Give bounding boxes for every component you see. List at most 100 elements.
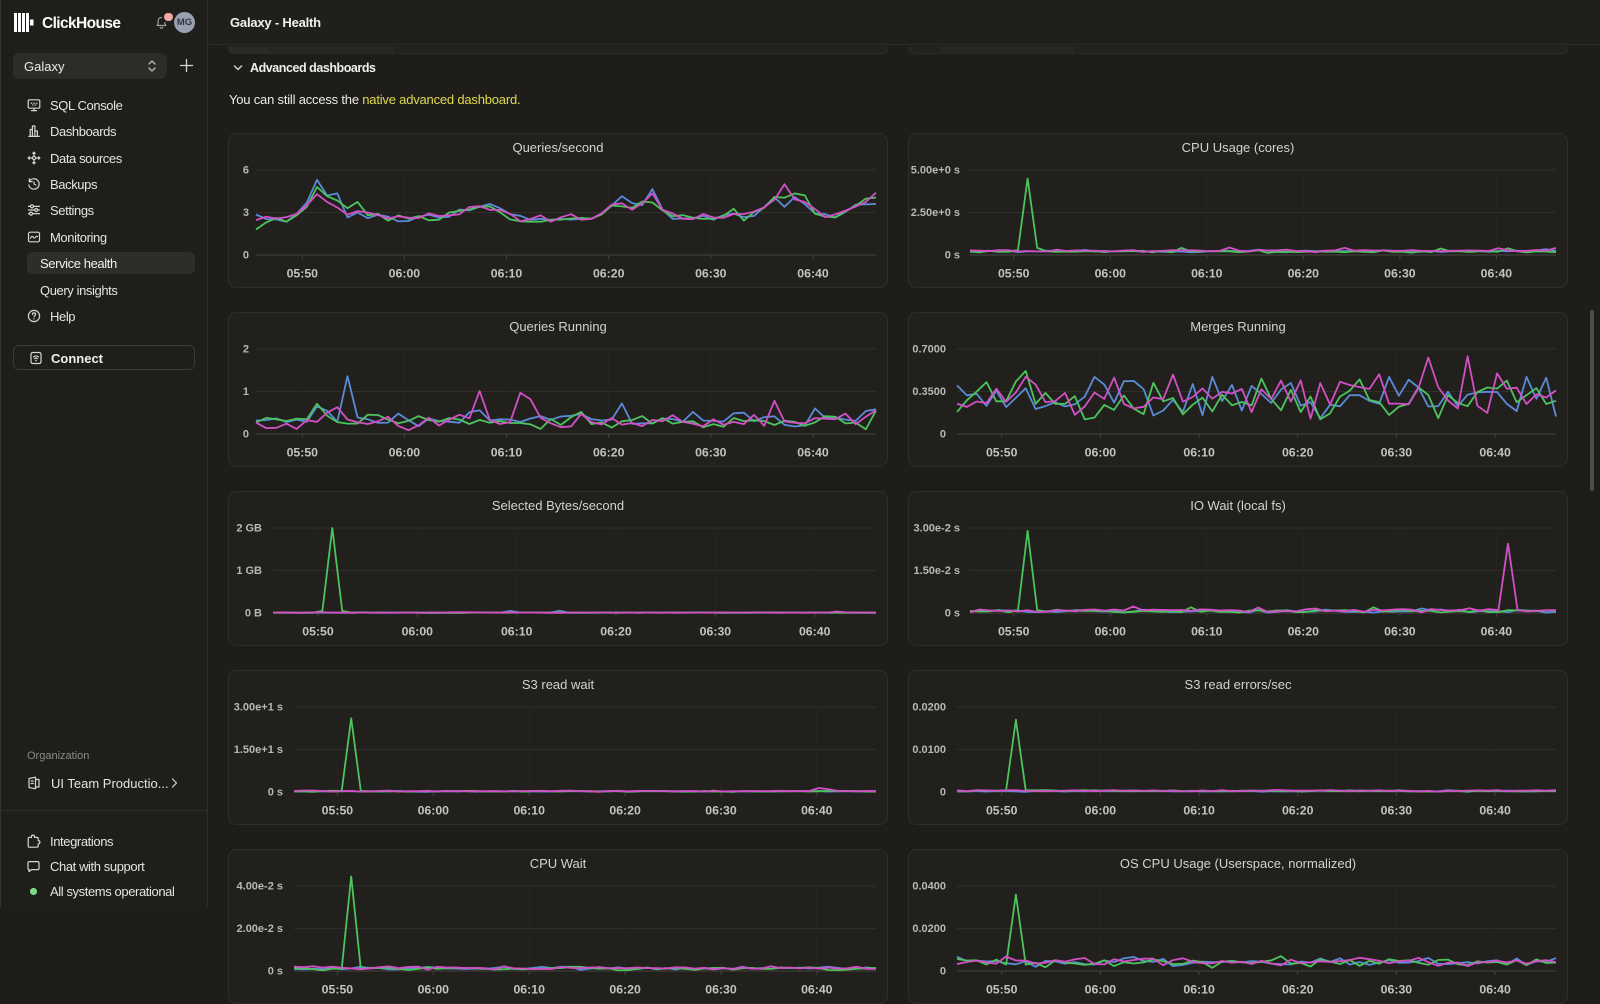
svg-text:06:20: 06:20 bbox=[1282, 983, 1314, 997]
svg-text:06:30: 06:30 bbox=[1381, 446, 1413, 460]
svg-text:06:00: 06:00 bbox=[1085, 446, 1117, 460]
svg-text:2: 2 bbox=[243, 344, 249, 356]
svg-text:0.7000: 0.7000 bbox=[912, 344, 946, 356]
svg-text:06:00: 06:00 bbox=[418, 804, 450, 818]
svg-text:06:30: 06:30 bbox=[1384, 267, 1416, 281]
svg-text:0 B: 0 B bbox=[245, 608, 262, 620]
svg-text:06:40: 06:40 bbox=[801, 804, 833, 818]
svg-text:06:20: 06:20 bbox=[609, 804, 641, 818]
svg-text:0.0200: 0.0200 bbox=[912, 923, 946, 935]
svg-text:06:10: 06:10 bbox=[491, 267, 523, 281]
svg-text:05:50: 05:50 bbox=[998, 267, 1030, 281]
svg-text:2.50e+0 s: 2.50e+0 s bbox=[911, 207, 960, 219]
svg-text:05:50: 05:50 bbox=[998, 625, 1030, 639]
svg-text:OS CPU Usage (Userspace, norma: OS CPU Usage (Userspace, normalized) bbox=[1120, 856, 1356, 871]
svg-text:06:10: 06:10 bbox=[501, 625, 533, 639]
svg-text:0.0200: 0.0200 bbox=[912, 702, 946, 714]
svg-text:06:30: 06:30 bbox=[705, 804, 737, 818]
svg-text:1.50e+1 s: 1.50e+1 s bbox=[234, 744, 283, 756]
svg-text:06:40: 06:40 bbox=[1481, 267, 1513, 281]
svg-text:06:00: 06:00 bbox=[1095, 625, 1127, 639]
svg-text:Queries Running: Queries Running bbox=[509, 319, 607, 334]
svg-text:Selected Bytes/second: Selected Bytes/second bbox=[492, 498, 624, 513]
svg-text:05:50: 05:50 bbox=[986, 446, 1018, 460]
svg-text:4.00e-2 s: 4.00e-2 s bbox=[237, 881, 283, 893]
svg-text:06:40: 06:40 bbox=[1479, 983, 1511, 997]
svg-text:06:30: 06:30 bbox=[695, 267, 727, 281]
svg-text:3.00e+1 s: 3.00e+1 s bbox=[234, 702, 283, 714]
svg-text:0: 0 bbox=[940, 429, 946, 441]
svg-text:5.00e+0 s: 5.00e+0 s bbox=[911, 165, 960, 177]
svg-text:06:20: 06:20 bbox=[609, 983, 641, 997]
svg-text:06:30: 06:30 bbox=[1381, 983, 1413, 997]
svg-text:06:20: 06:20 bbox=[600, 625, 632, 639]
svg-text:06:30: 06:30 bbox=[705, 983, 737, 997]
svg-text:06:30: 06:30 bbox=[700, 625, 732, 639]
svg-text:2.00e-2 s: 2.00e-2 s bbox=[237, 923, 283, 935]
svg-text:3: 3 bbox=[243, 207, 249, 219]
svg-text:06:00: 06:00 bbox=[402, 625, 434, 639]
svg-text:S3 read wait: S3 read wait bbox=[522, 677, 595, 692]
svg-text:2 GB: 2 GB bbox=[236, 523, 262, 535]
svg-text:05:50: 05:50 bbox=[986, 804, 1018, 818]
svg-text:06:30: 06:30 bbox=[1381, 804, 1413, 818]
svg-text:06:10: 06:10 bbox=[513, 804, 545, 818]
svg-text:06:10: 06:10 bbox=[491, 446, 523, 460]
svg-text:06:40: 06:40 bbox=[797, 446, 829, 460]
svg-text:06:00: 06:00 bbox=[418, 983, 450, 997]
svg-text:06:40: 06:40 bbox=[797, 267, 829, 281]
svg-text:1 GB: 1 GB bbox=[236, 565, 262, 577]
svg-text:06:00: 06:00 bbox=[389, 267, 421, 281]
svg-text:06:10: 06:10 bbox=[1191, 625, 1223, 639]
svg-text:S3 read errors/sec: S3 read errors/sec bbox=[1185, 677, 1292, 692]
svg-text:06:10: 06:10 bbox=[1191, 267, 1223, 281]
svg-text:IO Wait (local fs): IO Wait (local fs) bbox=[1190, 498, 1286, 513]
svg-text:06:20: 06:20 bbox=[1282, 446, 1314, 460]
svg-text:06:00: 06:00 bbox=[1085, 804, 1117, 818]
svg-text:Queries/second: Queries/second bbox=[512, 140, 603, 155]
svg-text:0 s: 0 s bbox=[945, 250, 960, 262]
svg-text:0 s: 0 s bbox=[268, 966, 283, 978]
svg-text:06:20: 06:20 bbox=[1288, 625, 1320, 639]
svg-text:CPU Usage (cores): CPU Usage (cores) bbox=[1182, 140, 1295, 155]
svg-text:06:10: 06:10 bbox=[1183, 983, 1215, 997]
svg-text:0.0400: 0.0400 bbox=[912, 881, 946, 893]
svg-text:06:30: 06:30 bbox=[695, 446, 727, 460]
svg-text:0.3500: 0.3500 bbox=[912, 386, 946, 398]
svg-text:05:50: 05:50 bbox=[322, 983, 354, 997]
svg-text:1: 1 bbox=[243, 386, 249, 398]
svg-text:05:50: 05:50 bbox=[287, 267, 319, 281]
svg-text:06:40: 06:40 bbox=[801, 983, 833, 997]
svg-text:06:10: 06:10 bbox=[1183, 446, 1215, 460]
svg-text:05:50: 05:50 bbox=[287, 446, 319, 460]
svg-text:06:40: 06:40 bbox=[1479, 804, 1511, 818]
svg-text:06:20: 06:20 bbox=[593, 267, 625, 281]
svg-text:0: 0 bbox=[940, 787, 946, 799]
svg-text:06:40: 06:40 bbox=[1479, 446, 1511, 460]
svg-text:CPU Wait: CPU Wait bbox=[530, 856, 587, 871]
svg-text:6: 6 bbox=[243, 165, 249, 177]
svg-text:06:10: 06:10 bbox=[1183, 804, 1215, 818]
svg-text:1.50e-2 s: 1.50e-2 s bbox=[914, 565, 960, 577]
svg-text:Merges Running: Merges Running bbox=[1190, 319, 1285, 334]
svg-text:0.0100: 0.0100 bbox=[912, 744, 946, 756]
svg-text:06:20: 06:20 bbox=[1282, 804, 1314, 818]
svg-text:05:50: 05:50 bbox=[302, 625, 334, 639]
svg-text:06:20: 06:20 bbox=[1288, 267, 1320, 281]
svg-text:3.00e-2 s: 3.00e-2 s bbox=[914, 523, 960, 535]
svg-text:06:30: 06:30 bbox=[1384, 625, 1416, 639]
svg-text:06:10: 06:10 bbox=[513, 983, 545, 997]
svg-text:06:00: 06:00 bbox=[1085, 983, 1117, 997]
svg-text:0: 0 bbox=[243, 429, 249, 441]
svg-text:0: 0 bbox=[243, 250, 249, 262]
svg-text:05:50: 05:50 bbox=[986, 983, 1018, 997]
svg-text:06:40: 06:40 bbox=[1481, 625, 1513, 639]
svg-text:0: 0 bbox=[940, 966, 946, 978]
svg-text:0 s: 0 s bbox=[268, 787, 283, 799]
svg-text:06:00: 06:00 bbox=[1095, 267, 1127, 281]
svg-text:05:50: 05:50 bbox=[322, 804, 354, 818]
svg-text:06:20: 06:20 bbox=[593, 446, 625, 460]
svg-text:06:40: 06:40 bbox=[799, 625, 831, 639]
svg-text:0 s: 0 s bbox=[945, 608, 960, 620]
svg-text:06:00: 06:00 bbox=[389, 446, 421, 460]
